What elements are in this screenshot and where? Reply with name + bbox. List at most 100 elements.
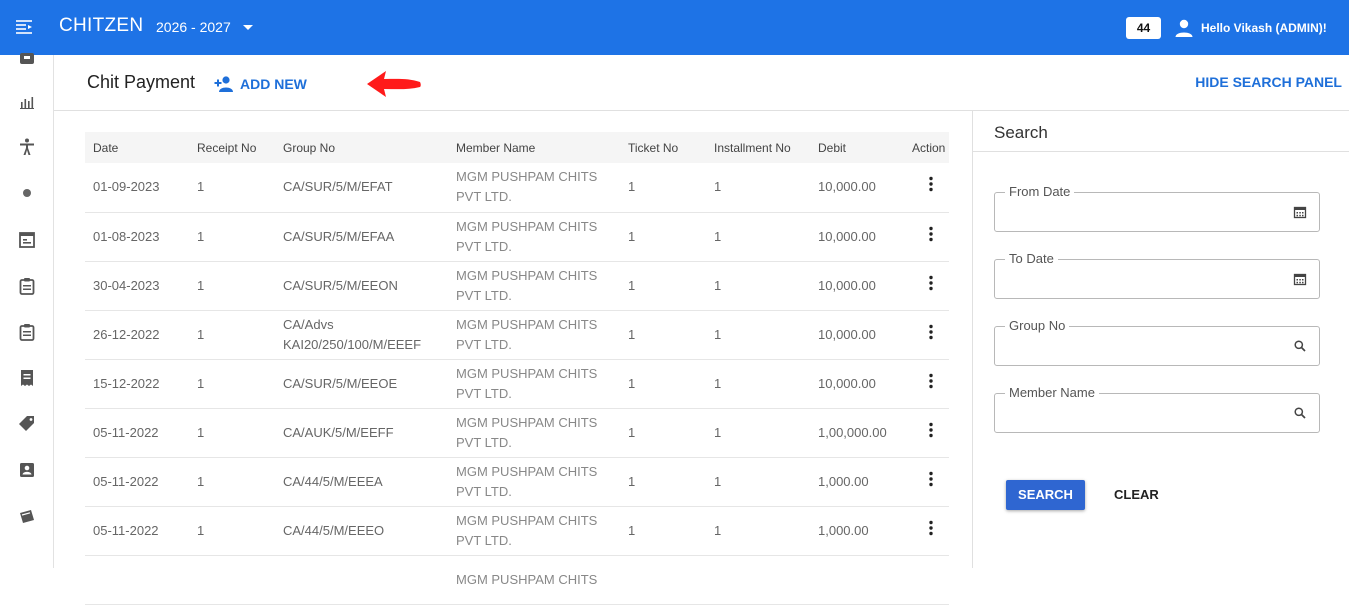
table-row[interactable]: 26-12-2022 1 CA/Advs KAI20/250/100/M/EEEF M… bbox=[85, 310, 949, 359]
clipboard-2-icon[interactable] bbox=[16, 321, 38, 343]
column-header-group-no[interactable]: Group No bbox=[283, 140, 336, 155]
cell-group-no bbox=[275, 555, 448, 604]
cell-ticket-no: 1 bbox=[628, 424, 636, 440]
cell-group-no: CA/44/5/M/EEEA bbox=[283, 473, 383, 489]
tag-icon[interactable] bbox=[16, 413, 38, 435]
table-header-row: Date Receipt No Group No Member Name Tic… bbox=[85, 132, 949, 163]
table-row[interactable]: 01-08-2023 1 CA/SUR/5/M/EFAA MGM PUSHPAM CH… bbox=[85, 212, 949, 261]
column-header-receipt-no[interactable]: Receipt No bbox=[197, 140, 257, 155]
annotation-arrow-icon bbox=[367, 71, 421, 97]
table-row[interactable]: 05-11-2022 1 CA/AUK/5/M/EEFF MGM PUSHPAM CH… bbox=[85, 408, 949, 457]
hide-search-panel-button[interactable]: HIDE SEARCH PANEL bbox=[1195, 74, 1342, 90]
cell-member-name: MGM PUSHPAM CHITS PVT LTD. bbox=[456, 169, 598, 205]
table-row[interactable]: 01-09-2023 1 CA/SUR/5/M/EFAT MGM PUSHPAM CH… bbox=[85, 163, 949, 212]
table-row[interactable]: 30-04-2023 1 CA/SUR/5/M/EEON MGM PUSHPAM CH… bbox=[85, 261, 949, 310]
cell-action bbox=[904, 310, 949, 359]
cell-action bbox=[904, 359, 949, 408]
cell-debit: 1,00,000.00 bbox=[818, 424, 887, 440]
receipt-icon[interactable] bbox=[16, 367, 38, 389]
table-row[interactable]: 05-11-2022 1 CA/44/5/M/EEEA MGM PUSHPAM CHI… bbox=[85, 457, 949, 506]
contact-card-icon[interactable] bbox=[16, 459, 38, 481]
cell-group-no: CA/Advs KAI20/250/100/M/EEEF bbox=[283, 316, 422, 352]
cell-ticket-no: 1 bbox=[628, 473, 636, 489]
top-app-bar: CHITZEN 2026 - 2027 44 Hello Vikash (ADM… bbox=[0, 0, 1349, 55]
cell-installment-no: 1 bbox=[714, 277, 722, 293]
from-date-field[interactable]: From Date bbox=[994, 184, 1320, 232]
cell-debit: 10,000.00 bbox=[818, 375, 876, 391]
more-vert-icon[interactable] bbox=[924, 471, 938, 487]
column-header-member-name[interactable]: Member Name bbox=[456, 140, 536, 155]
cell-action bbox=[904, 408, 949, 457]
cell-debit: 10,000.00 bbox=[818, 228, 876, 244]
cell-receipt-no: 1 bbox=[197, 326, 205, 342]
column-header-installment-no[interactable]: Installment No bbox=[714, 140, 791, 155]
dot-icon[interactable] bbox=[16, 182, 38, 204]
cell-group-no: CA/SUR/5/M/EFAT bbox=[283, 179, 393, 195]
more-vert-icon[interactable] bbox=[924, 422, 938, 438]
column-header-date[interactable]: Date bbox=[93, 140, 119, 155]
cell-installment-no: 1 bbox=[714, 375, 722, 391]
sidebar bbox=[0, 53, 54, 568]
cell-debit bbox=[810, 555, 904, 604]
cell-receipt-no: 1 bbox=[197, 522, 205, 538]
cell-debit: 10,000.00 bbox=[818, 179, 876, 195]
to-date-field[interactable]: To Date bbox=[994, 251, 1320, 299]
cell-date: 30-04-2023 bbox=[93, 277, 160, 293]
bar-chart-icon[interactable] bbox=[16, 91, 38, 113]
more-vert-icon[interactable] bbox=[924, 275, 938, 291]
search-button[interactable]: SEARCH bbox=[1006, 480, 1085, 510]
calendar-icon[interactable] bbox=[1293, 205, 1307, 219]
cell-debit: 10,000.00 bbox=[818, 326, 876, 342]
notification-badge[interactable]: 44 bbox=[1126, 17, 1161, 39]
cell-installment-no: 1 bbox=[714, 326, 722, 342]
search-panel: Search From Date To Date Group No Member… bbox=[972, 111, 1349, 568]
cell-member-name: MGM PUSHPAM CHITS PVT LTD. bbox=[456, 463, 598, 499]
more-vert-icon[interactable] bbox=[924, 324, 938, 340]
chevron-down-icon[interactable] bbox=[243, 25, 253, 30]
more-vert-icon[interactable] bbox=[924, 176, 938, 192]
cell-action bbox=[904, 506, 949, 555]
cell-action bbox=[904, 261, 949, 310]
user-greeting[interactable]: Hello Vikash (ADMIN)! bbox=[1201, 21, 1327, 35]
app-brand: CHITZEN bbox=[59, 15, 144, 36]
cell-action bbox=[904, 555, 949, 604]
member-name-field[interactable]: Member Name bbox=[994, 385, 1320, 433]
ticket-icon[interactable] bbox=[16, 505, 38, 527]
cell-installment-no: 1 bbox=[714, 522, 722, 538]
more-vert-icon[interactable] bbox=[924, 373, 938, 389]
cell-receipt-no bbox=[189, 555, 275, 604]
clear-button[interactable]: CLEAR bbox=[1114, 487, 1159, 502]
more-vert-icon[interactable] bbox=[924, 520, 938, 536]
calendar-view-icon[interactable] bbox=[16, 229, 38, 251]
search-icon[interactable] bbox=[1293, 406, 1307, 420]
calendar-icon[interactable] bbox=[1293, 272, 1307, 286]
cell-member-name: MGM PUSHPAM CHITS PVT LTD. bbox=[456, 414, 598, 450]
financial-year-select[interactable]: 2026 - 2027 bbox=[156, 19, 231, 35]
cell-debit: 1,000.00 bbox=[818, 473, 869, 489]
cell-ticket-no: 1 bbox=[628, 277, 636, 293]
cell-receipt-no: 1 bbox=[197, 228, 205, 244]
user-icon[interactable] bbox=[1174, 18, 1194, 38]
table-row[interactable]: 05-11-2022 1 CA/44/5/M/EEEO MGM PUSHPAM CHI… bbox=[85, 506, 949, 555]
cell-date: 05-11-2022 bbox=[93, 473, 159, 489]
cell-receipt-no: 1 bbox=[197, 473, 205, 489]
package-icon[interactable] bbox=[16, 47, 38, 69]
group-no-field[interactable]: Group No bbox=[994, 318, 1320, 366]
table-row[interactable]: 15-12-2022 1 CA/SUR/5/M/EEOE MGM PUSHPAM CH… bbox=[85, 359, 949, 408]
cell-date: 26-12-2022 bbox=[93, 326, 160, 342]
cell-receipt-no: 1 bbox=[197, 179, 205, 195]
accessibility-icon[interactable] bbox=[16, 136, 38, 158]
table-row[interactable]: MGM PUSHPAM CHITS bbox=[85, 555, 949, 604]
more-vert-icon[interactable] bbox=[924, 226, 938, 242]
cell-date: 15-12-2022 bbox=[93, 375, 160, 391]
member-name-label: Member Name bbox=[1005, 385, 1099, 400]
cell-ticket-no bbox=[620, 555, 706, 604]
column-header-ticket-no[interactable]: Ticket No bbox=[628, 140, 679, 155]
search-icon[interactable] bbox=[1293, 339, 1307, 353]
cell-receipt-no: 1 bbox=[197, 424, 205, 440]
menu-toggle-icon[interactable] bbox=[14, 17, 34, 37]
clipboard-icon[interactable] bbox=[16, 275, 38, 297]
cell-date: 05-11-2022 bbox=[93, 424, 159, 440]
column-header-debit[interactable]: Debit bbox=[818, 140, 847, 155]
add-new-button[interactable]: ADD NEW bbox=[214, 73, 307, 95]
